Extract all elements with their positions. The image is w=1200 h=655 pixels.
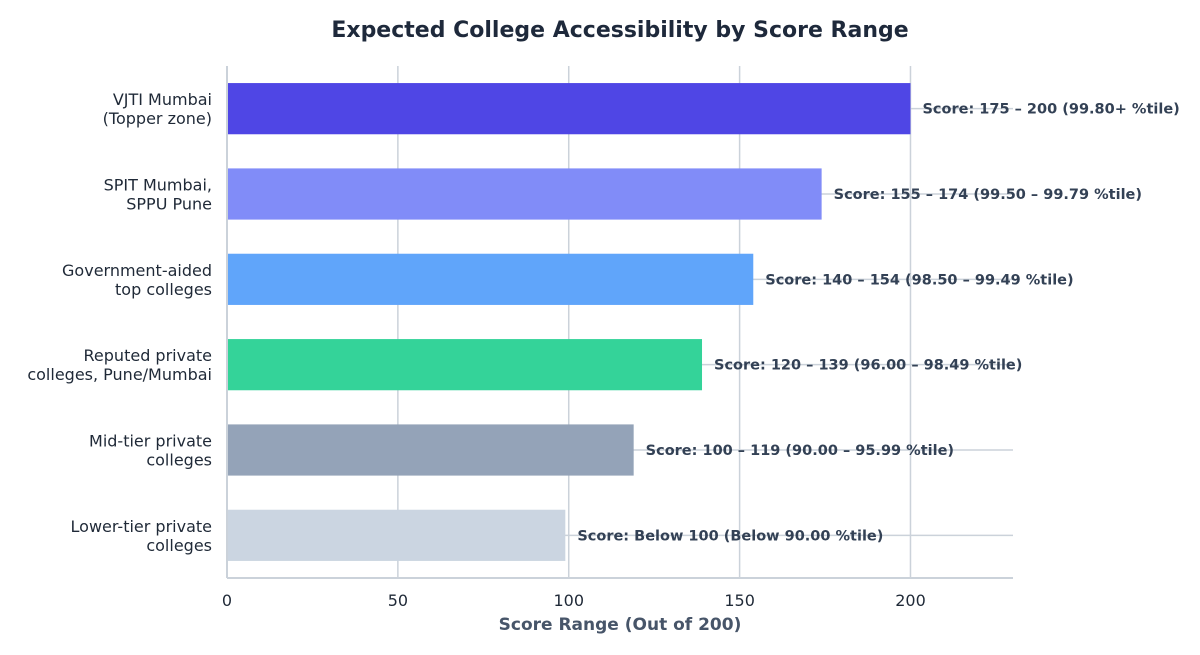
x-tick-label: 150	[724, 591, 755, 610]
labels: 0 50 100 150 200 Score: 175 – 200 (99.80+ %ti…	[27, 90, 1179, 610]
y-tick-label: top colleges	[115, 280, 212, 299]
y-tick-label: colleges	[146, 451, 212, 470]
bar-data-label: Score: 100 – 119 (90.00 – 95.99 %tile)	[646, 443, 954, 459]
bar-data-label: Score: 155 – 174 (99.50 – 99.79 %tile)	[834, 187, 1142, 203]
x-tick-label: 200	[895, 591, 926, 610]
bar	[227, 83, 911, 135]
bar-data-label: Score: 140 – 154 (98.50 – 99.49 %tile)	[765, 272, 1073, 288]
y-tick-label: colleges, Pune/Mumbai	[27, 365, 212, 384]
y-tick-label: VJTI Mumbai	[113, 90, 212, 109]
axes	[226, 66, 1013, 579]
bar	[227, 168, 822, 220]
chart-title: Expected College Accessibility by Score …	[331, 18, 908, 43]
bar	[227, 509, 566, 561]
y-tick-label: SPPU Pune	[126, 195, 212, 214]
x-tick-label: 0	[222, 591, 232, 610]
bars	[227, 83, 911, 561]
y-tick-label: Mid-tier private	[89, 432, 212, 451]
grid	[227, 66, 1013, 578]
bar	[227, 339, 703, 391]
bar-data-label: Score: 120 – 139 (96.00 – 98.49 %tile)	[714, 358, 1022, 374]
y-tick-label: Reputed private	[84, 346, 212, 365]
y-tick-label: (Topper zone)	[103, 109, 212, 128]
y-tick-label: Lower-tier private	[71, 517, 212, 536]
y-tick-label: SPIT Mumbai,	[104, 176, 212, 195]
x-axis-label: Score Range (Out of 200)	[499, 615, 742, 635]
bar	[227, 253, 754, 305]
bar	[227, 424, 634, 476]
y-tick-label: Government-aided	[62, 261, 212, 280]
x-tick-label: 100	[553, 591, 584, 610]
bar-data-label: Score: Below 100 (Below 90.00 %tile)	[577, 528, 883, 544]
y-tick-label: colleges	[146, 536, 212, 555]
x-tick-label: 50	[388, 591, 408, 610]
bar-data-label: Score: 175 – 200 (99.80+ %tile)	[922, 102, 1179, 118]
